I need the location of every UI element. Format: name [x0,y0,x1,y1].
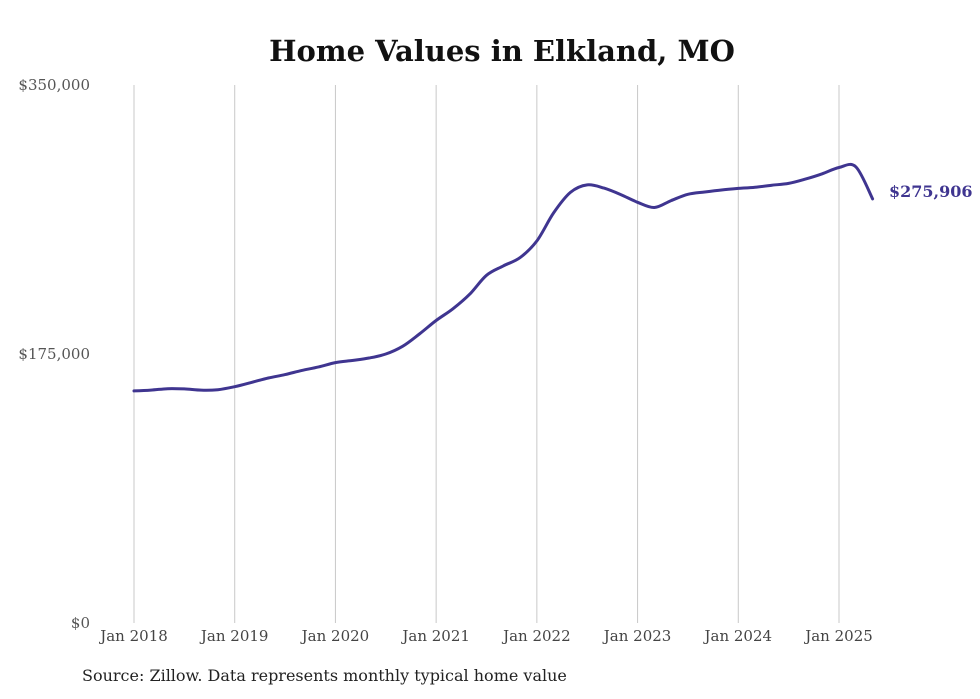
y-axis-tick-labels: $0 $175,000 $350,000 [18,76,90,632]
x-tick-label: Jan 2018 [98,627,168,645]
chart-title: Home Values in Elkland, MO [269,34,735,68]
series-line-home-value [132,162,875,393]
x-tick-label: Jan 2019 [199,627,269,645]
y-tick-label: $0 [71,614,90,632]
end-value-label: $275,906 [889,182,973,201]
y-tick-label: $350,000 [18,76,90,94]
gridlines [133,85,840,623]
x-tick-label: Jan 2025 [803,627,873,645]
x-axis-tick-labels: Jan 2018 Jan 2019 Jan 2020 Jan 2021 Jan 2022… [98,627,873,645]
x-tick-label: Jan 2020 [300,627,370,645]
x-tick-label: Jan 2024 [703,627,773,645]
source-note: Source: Zillow. Data represents monthly … [82,666,567,685]
y-tick-label: $175,000 [18,345,90,363]
x-tick-label: Jan 2022 [501,627,571,645]
x-tick-label: Jan 2021 [400,627,470,645]
x-tick-label: Jan 2023 [602,627,672,645]
